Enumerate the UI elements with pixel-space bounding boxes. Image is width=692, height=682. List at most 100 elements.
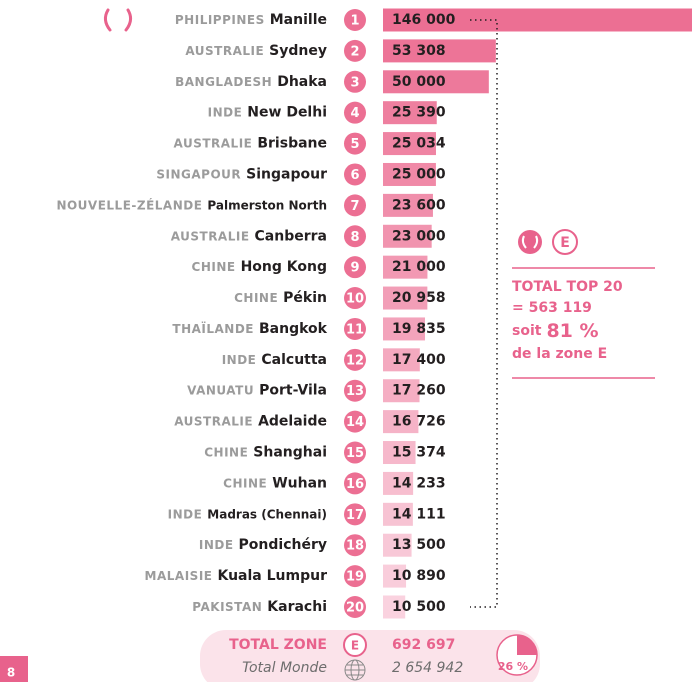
rank: 13: [346, 384, 364, 399]
row-label: BANGLADESH Dhaka: [175, 74, 327, 90]
sidebar-title: TOTAL TOP 20: [512, 279, 623, 295]
rank: 18: [346, 539, 364, 554]
value-label: 19 835: [392, 321, 446, 337]
country: VANUATU: [187, 383, 254, 397]
value-label: 14 111: [392, 506, 446, 522]
value-label: 23 600: [392, 197, 446, 213]
rank-badge: [344, 163, 366, 186]
country: CHINE: [234, 291, 278, 305]
country: CHINE: [192, 260, 236, 274]
rank-badge: [344, 9, 366, 31]
bar: [383, 8, 692, 32]
country: INDE: [222, 352, 257, 366]
rank: 10: [346, 292, 364, 307]
row-label: AUSTRALIE Sydney: [185, 43, 327, 59]
value-label: 17 260: [392, 383, 446, 399]
pie-slice: [517, 635, 537, 655]
rank-badge: [344, 348, 366, 371]
bar: [383, 224, 432, 248]
value-label: 15 374: [392, 445, 446, 461]
city: New Delhi: [247, 105, 327, 121]
bar: [383, 286, 428, 310]
value-label: 14 233: [392, 475, 446, 491]
row-label: INDE Madras (Chennai): [168, 507, 327, 521]
rank: 20: [346, 601, 364, 616]
rank: 12: [346, 353, 364, 368]
footer-band: [200, 630, 540, 682]
sidebar: E TOTAL TOP 20 = 563 119 soit 81 % de la …: [512, 229, 655, 379]
row-label: PAKISTAN Karachi: [192, 599, 327, 615]
city: Kuala Lumpur: [217, 568, 327, 584]
city: Karachi: [267, 599, 327, 615]
world-share: 26 %: [498, 660, 528, 673]
bar: [383, 410, 419, 434]
globe-icon: [344, 659, 366, 681]
world-total: 2 654 942: [392, 660, 463, 676]
value-label: 25 390: [392, 105, 446, 121]
share: 81 %: [546, 320, 598, 342]
country: AUSTRALIE: [174, 414, 253, 428]
value-label: 50 000: [392, 74, 446, 90]
bar: [383, 101, 437, 125]
country: AUSTRALIE: [171, 229, 250, 243]
value-label: 10 500: [392, 599, 446, 615]
rank: 7: [350, 199, 359, 214]
rank: 6: [350, 168, 359, 183]
rank: 14: [346, 415, 364, 430]
rank-badge: [344, 101, 366, 124]
bar: [383, 162, 436, 186]
bar: [383, 564, 407, 588]
row-label: AUSTRALIE Canberra: [171, 228, 327, 244]
rank: 17: [346, 508, 364, 523]
laurel-icon: [103, 8, 133, 32]
bar: [383, 348, 420, 372]
bar: [383, 193, 433, 217]
page-tab: [0, 656, 28, 682]
soit: soit: [512, 323, 542, 339]
row-label: SINGAPOUR Singapour: [156, 166, 327, 182]
city: Shanghai: [253, 445, 327, 461]
city: Sydney: [269, 43, 327, 59]
zone-badge: [552, 229, 578, 255]
rank-badge: [344, 132, 366, 155]
rank-badge: [344, 70, 366, 93]
bar: [383, 379, 420, 403]
rank-badge: [344, 256, 366, 279]
rank-badge: [344, 287, 366, 310]
row-label: VANUATU Port-Vila: [187, 383, 327, 399]
bar: [383, 317, 425, 341]
rank: 2: [350, 44, 359, 59]
city: Hong Kong: [241, 259, 327, 275]
country: SINGAPOUR: [156, 167, 241, 181]
value-label: 25 034: [392, 136, 446, 152]
value-label: 10 890: [392, 568, 446, 584]
bar: [383, 471, 414, 495]
country: AUSTRALIE: [185, 43, 264, 57]
rank: 19: [346, 570, 364, 585]
rank-badge: [344, 317, 366, 340]
bar: [383, 255, 428, 279]
country: MALAISIE: [145, 569, 213, 583]
rank-badge: [344, 410, 366, 433]
rank: 8: [350, 230, 359, 245]
laurel-icon: [521, 235, 539, 249]
row-label: NOUVELLE-ZÉLANDE Palmerston North: [56, 197, 327, 212]
zone-badge: [343, 633, 367, 657]
city: Brisbane: [257, 136, 327, 152]
rank-badge: [344, 565, 366, 588]
row-label: PHILIPPINES Manille: [175, 12, 327, 28]
value-label: 53 308: [392, 43, 446, 59]
row-label: INDE Pondichéry: [199, 537, 327, 553]
total-zone: 692 697: [392, 637, 455, 653]
country: PAKISTAN: [192, 600, 262, 614]
laurel-badge: [518, 230, 542, 254]
row-label: INDE Calcutta: [222, 352, 327, 368]
rank-badge: [344, 39, 366, 62]
country: PHILIPPINES: [175, 13, 265, 27]
city: Singapour: [246, 166, 327, 182]
city: Wuhan: [272, 475, 327, 491]
city: Madras (Chennai): [207, 507, 327, 521]
rank-badge: [344, 472, 366, 495]
city: Calcutta: [261, 352, 327, 368]
